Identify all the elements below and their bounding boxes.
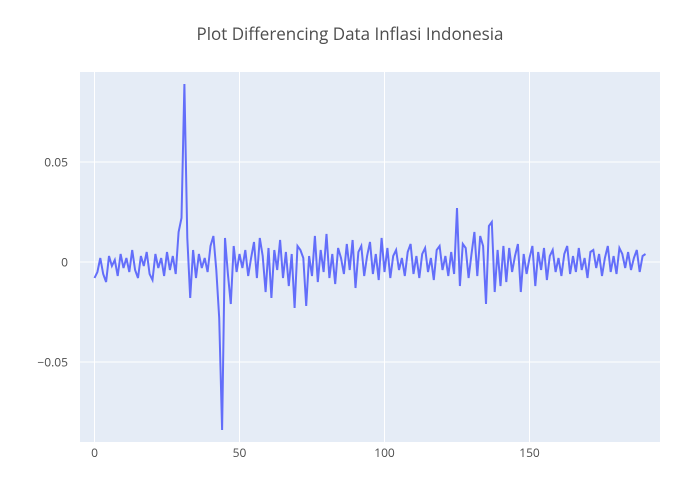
y-tick-label: 0 — [61, 254, 68, 271]
plot-svg — [80, 72, 660, 442]
y-tick-label: −0.05 — [37, 354, 68, 371]
plot-area — [80, 72, 660, 442]
x-tick-label: 50 — [233, 444, 247, 461]
x-tick-label: 0 — [91, 444, 98, 461]
x-axis-ticks: 0 50 100 150 — [80, 444, 660, 464]
x-tick-label: 150 — [519, 444, 540, 461]
chart-title: Plot Differencing Data Inflasi Indonesia — [0, 22, 700, 45]
chart-container: Plot Differencing Data Inflasi Indonesia… — [0, 0, 700, 500]
x-tick-label: 100 — [374, 444, 395, 461]
y-tick-label: 0.05 — [44, 154, 68, 171]
y-axis-ticks: −0.05 0 0.05 — [0, 72, 76, 442]
